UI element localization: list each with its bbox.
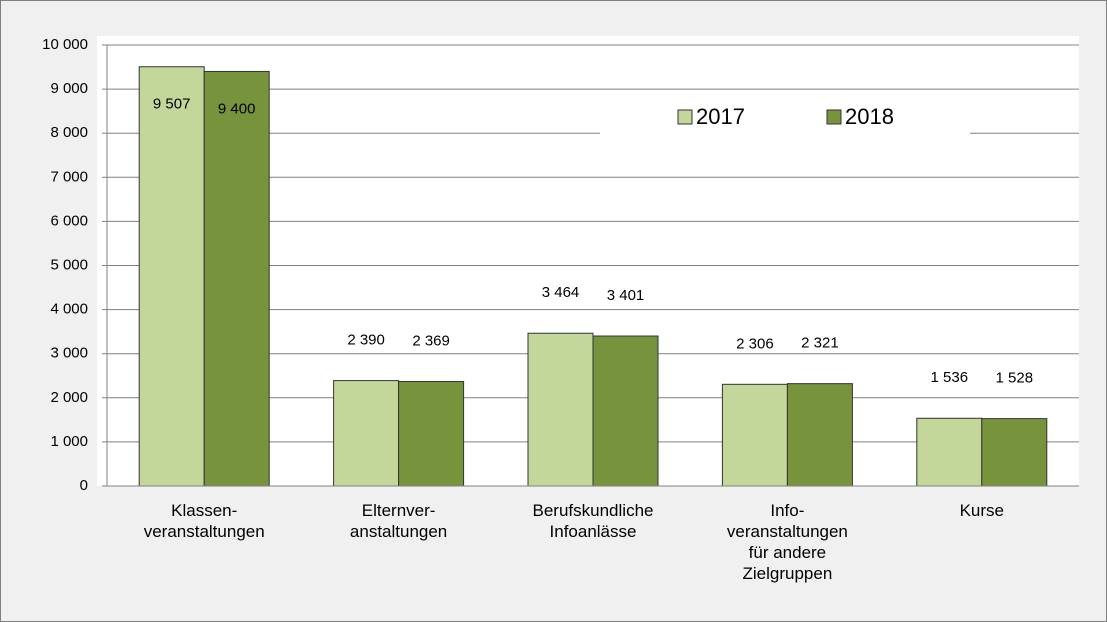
y-tick-label: 8 000 [50, 124, 88, 141]
y-tick-label: 7 000 [50, 168, 88, 185]
legend-label: 2017 [696, 104, 745, 129]
x-tick-label-line: Kurse [960, 501, 1004, 520]
x-tick-label-line: veranstaltungen [727, 522, 848, 541]
bar [527, 332, 594, 487]
bar [138, 66, 205, 487]
value-label: 1 528 [996, 370, 1034, 387]
x-tick-label-line: anstaltungen [350, 522, 447, 541]
legend-swatch [677, 109, 693, 125]
bar [203, 70, 270, 487]
x-tick-label: Berufskundliche Infoanlässe [533, 501, 654, 541]
legend-label: 2018 [845, 104, 894, 129]
x-tick-label-line: für andere [749, 543, 827, 562]
y-tick-label: 2 000 [50, 389, 88, 406]
value-label: 9 507 [153, 96, 191, 113]
x-tick-label-line: veranstaltungen [144, 522, 265, 541]
legend-swatch [826, 109, 842, 125]
x-tick-label: Kurse [960, 501, 1004, 520]
y-tick-label: 6 000 [50, 212, 88, 229]
y-tick-label: 5 000 [50, 256, 88, 273]
x-tick-label-line: Infoanlässe [550, 522, 637, 541]
bar [786, 383, 853, 487]
value-label: 9 400 [218, 100, 256, 117]
x-tick-label: Klassen-veranstaltungen [144, 501, 265, 541]
bar [916, 417, 983, 487]
bar [398, 381, 465, 487]
legend: 2017 2018 [600, 100, 970, 134]
value-label: 2 390 [347, 332, 385, 349]
y-tick-label: 9 000 [50, 80, 88, 97]
x-tick-label: Elternver-anstaltungen [350, 501, 447, 541]
value-label: 1 536 [931, 369, 969, 386]
y-tick-label: 0 [80, 477, 88, 494]
y-tick-label: 10 000 [42, 36, 88, 53]
x-tick-label: Info-veranstaltungen für andere Zielgruppe… [727, 501, 848, 583]
bar [592, 335, 659, 487]
value-label: 3 464 [542, 284, 580, 301]
x-tick-label-line: Berufskundliche [533, 501, 654, 520]
legend-background [600, 100, 970, 134]
bar [721, 383, 788, 487]
x-tick-label-line: Klassen- [171, 501, 237, 520]
y-tick-label: 4 000 [50, 301, 88, 318]
x-tick-label-line: Elternver- [362, 501, 436, 520]
bar [333, 380, 400, 487]
value-label: 2 306 [736, 335, 774, 352]
value-label: 2 321 [801, 335, 839, 352]
x-tick-label-line: Info- [770, 501, 804, 520]
value-label: 3 401 [607, 287, 645, 304]
x-tick-label-line: Zielgruppen [743, 564, 833, 583]
bar [981, 418, 1048, 487]
y-tick-label: 3 000 [50, 345, 88, 362]
y-tick-label: 1 000 [50, 433, 88, 450]
value-label: 2 369 [412, 332, 450, 349]
